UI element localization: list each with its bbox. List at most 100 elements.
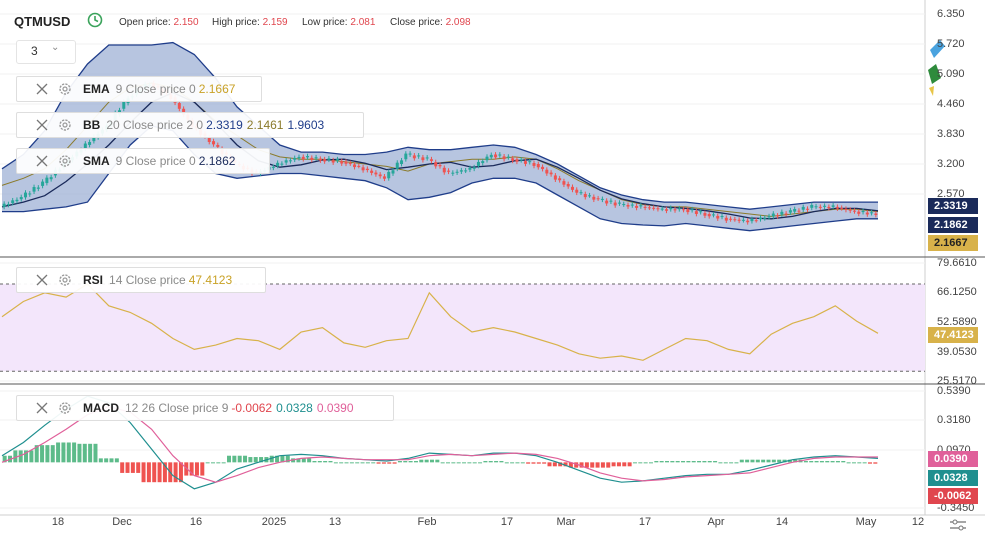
macd-histogram-bar [867, 462, 872, 464]
close-icon[interactable] [35, 401, 49, 415]
gear-icon[interactable] [57, 117, 73, 133]
low-price: Low price: 2.081 [302, 17, 376, 28]
macd-histogram-bar [793, 459, 798, 463]
macd-histogram-bar [723, 462, 728, 464]
macd-histogram-bar [659, 461, 664, 463]
candle-body [391, 170, 395, 174]
macd-histogram-bar [77, 443, 82, 463]
bb-params: 20 Close price 2 0 [106, 118, 204, 132]
close-icon[interactable] [35, 154, 49, 168]
macd-histogram-bar [456, 462, 461, 464]
candle-body [857, 211, 861, 214]
macd-histogram-bar [61, 442, 66, 463]
macd-line-badge: 0.0328 [928, 470, 978, 486]
macd-histogram-bar [451, 462, 456, 464]
candle-body [2, 203, 6, 207]
symbol-title: QTMUSD [14, 14, 71, 29]
candle-body [639, 205, 643, 207]
x-axis-tick: 16 [189, 516, 203, 528]
candle-body [750, 219, 754, 222]
macd-histogram-bar [178, 462, 183, 483]
macd-histogram-bar [782, 459, 787, 463]
candle-body [664, 209, 668, 211]
macd-histogram-bar [851, 462, 856, 464]
macd-histogram-bar [317, 461, 322, 463]
sma-legend[interactable]: SMA 9 Close price 0 2.1862 [16, 148, 270, 174]
candle-body [280, 163, 284, 165]
macd-histogram-bar [88, 443, 93, 463]
macd-histogram-bar [162, 462, 167, 483]
close-icon[interactable] [35, 82, 49, 96]
interval-dropdown[interactable]: 3 ⌄ [16, 40, 76, 64]
settings-gear-icon[interactable] [950, 519, 966, 531]
macd-histogram-bar [355, 462, 360, 464]
macd-histogram-bar [446, 462, 451, 464]
gear-icon[interactable] [57, 81, 73, 97]
candle-body [276, 162, 280, 166]
gear-icon[interactable] [57, 272, 73, 288]
candle-body [92, 136, 96, 142]
bb-legend[interactable]: BB 20 Close price 2 0 2.3319 2.1461 1.96… [16, 112, 364, 138]
candle-body [682, 209, 686, 211]
macd-histogram-bar [718, 462, 723, 464]
macd-histogram-bar [50, 445, 55, 463]
macd-histogram-bar [563, 462, 568, 467]
macd-histogram-bar [616, 462, 621, 467]
macd-histogram-bar [66, 442, 71, 463]
candle-body [19, 197, 23, 200]
candle-body [357, 165, 361, 167]
candle-body [400, 160, 404, 164]
macd-histogram-bar [114, 458, 119, 463]
candle-body [609, 200, 613, 202]
macd-histogram-bar [552, 462, 557, 467]
close-icon[interactable] [35, 273, 49, 287]
macd-histogram-bar [323, 461, 328, 463]
candle-body [421, 157, 425, 161]
macd-params: 12 26 Close price 9 [125, 401, 229, 415]
rsi-value: 47.4123 [188, 273, 233, 287]
candle-body [848, 209, 852, 211]
macd-histogram-bar [387, 462, 392, 464]
macd-histogram-bar [440, 462, 445, 464]
gear-icon[interactable] [57, 153, 73, 169]
ema-legend[interactable]: EMA 9 Close price 0 2.1667 [16, 76, 262, 102]
macd-histogram-bar [462, 462, 467, 464]
x-axis-tick: Dec [112, 516, 132, 528]
candle-body [605, 200, 609, 204]
side-drawing-icons[interactable] [928, 40, 945, 96]
macd-histogram-bar [803, 461, 808, 463]
candle-body [83, 143, 87, 149]
close-icon[interactable] [35, 118, 49, 132]
candle-body [361, 167, 365, 171]
clock-icon[interactable] [87, 12, 103, 28]
macd-histogram-bar [632, 462, 637, 464]
candle-body [758, 217, 762, 220]
candle-body [724, 217, 728, 221]
rsi-legend[interactable]: RSI 14 Close price 47.4123 [16, 267, 266, 293]
candle-body [6, 204, 10, 206]
macd-histogram-bar [857, 462, 862, 464]
candle-body [630, 204, 634, 206]
macd-legend[interactable]: MACD 12 26 Close price 9 -0.0062 0.0328 … [16, 395, 394, 421]
candle-body [288, 160, 292, 162]
macd-histogram-bar [819, 461, 824, 463]
macd-histogram-bar [739, 459, 744, 463]
macd-histogram-bar [574, 462, 579, 468]
candle-body [784, 213, 788, 215]
candle-body [652, 207, 656, 209]
macd-histogram-bar [713, 461, 718, 463]
candle-body [814, 206, 818, 208]
candle-body [41, 181, 45, 186]
x-axis-tick: Mar [556, 516, 576, 528]
macd-histogram-bar [558, 462, 563, 467]
gear-icon[interactable] [57, 400, 73, 416]
candle-body [617, 202, 621, 204]
macd-histogram-bar [307, 458, 312, 463]
macd-histogram-bar [232, 455, 237, 463]
macd-histogram-bar [675, 461, 680, 463]
macd-histogram-bar [515, 462, 520, 464]
candle-body [549, 172, 553, 175]
macd-signal-line [1, 406, 878, 483]
candle-body [32, 187, 36, 192]
x-axis-tick: Apr [707, 516, 725, 528]
